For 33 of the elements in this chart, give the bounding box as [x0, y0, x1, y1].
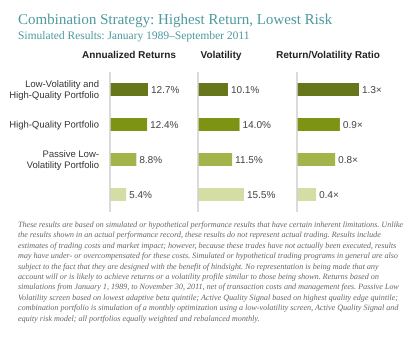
- y-tick-label: Passive Low-Volatility Portfolio: [26, 148, 99, 170]
- data-label: 0.9×: [342, 120, 363, 132]
- bar: [297, 118, 340, 131]
- text: Simulated Results: January 1989–September 2011: [18, 30, 250, 42]
- data-label: 10.1%: [230, 85, 260, 96]
- chart-title: Volatility: [200, 50, 242, 61]
- bar: [110, 153, 136, 166]
- bar: [198, 118, 240, 131]
- data-label: 12.4%: [150, 120, 179, 132]
- data-label: 5.4%: [129, 190, 152, 202]
- text: Combination Strategy: Highest Return, Lowest Risk: [18, 12, 332, 29]
- y-tick-label: Low-Volatility and High-Quality Portfolio: [9, 78, 99, 100]
- chart-title: Return/Volatility Ratio: [275, 50, 381, 61]
- bar: [198, 188, 244, 201]
- chart-title: Annualized Returns: [81, 50, 177, 61]
- data-label: 8.8%: [139, 155, 162, 166]
- data-label: 0.4×: [319, 190, 339, 202]
- bar: [110, 118, 148, 131]
- bar: [110, 188, 126, 201]
- bar: [297, 83, 359, 96]
- bar: [297, 153, 336, 166]
- data-label: 12.7%: [151, 85, 180, 96]
- data-label: 14.0%: [242, 120, 272, 132]
- bar: [198, 83, 228, 96]
- bar: [198, 153, 232, 166]
- data-label: 15.5%: [247, 190, 276, 202]
- y-tick-label: High-Quality Portfolio: [9, 119, 99, 130]
- bar: [110, 83, 148, 96]
- text: These results are based on simulated or hypothetical performance results that have certain inherent limitations. Unlike the results shown in an actual performance record, these results do not represent actual trading. Results include estimates of trading costs and market impact; however, because these trades have not actually been executed, results may have under- or overcompensated for these costs. Simulated or hypothetical trading programs in general are also subject to the fact that they are designed with the benefit of hindsight. No representation is being made that any account will or is likely to achieve returns or a volatility profile similar to those being shown. Returns based on simulations from January 1, 1989, to November 30, 2011, net of transaction costs and management fees. Passive Low Volatility screen based on lowest adaptive beta quintile; Active Quality Signal based on highest quality edge quintile; combination portfolio is simulation of a monthly optimization using a low-volatility screen, Active Quality Signal and equity risk model; all portfolios equally weighted and rebalanced monthly.: [18, 220, 403, 323]
- data-label: 11.5%: [235, 155, 263, 166]
- data-label: 1.3×: [362, 85, 382, 96]
- data-label: 0.8×: [338, 155, 358, 166]
- bar: [297, 188, 316, 201]
